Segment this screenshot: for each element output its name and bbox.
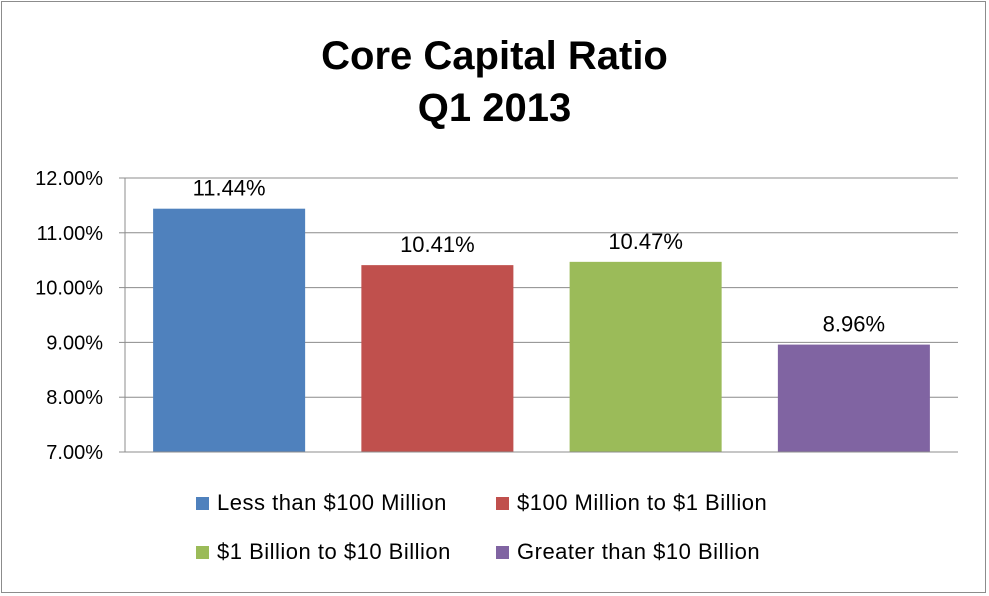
y-tick-label-2: 8.00% bbox=[46, 387, 103, 409]
legend-label-4: Greater than $10 Billion bbox=[517, 539, 761, 564]
legend-item-3: $1 Billion to $10 Billion bbox=[196, 539, 451, 565]
legend-swatch-4 bbox=[496, 545, 509, 559]
chart-title: Core Capital Ratio Q1 2013 bbox=[0, 30, 989, 134]
legend-item-4: Greater than $10 Billion bbox=[496, 539, 760, 565]
legend-swatch-2 bbox=[496, 496, 509, 510]
y-tick-label-1: 7.00% bbox=[46, 442, 103, 464]
legend-swatch-1 bbox=[196, 496, 209, 510]
chart-title-line-1: Core Capital Ratio bbox=[321, 34, 668, 78]
legend-label-1: Less than $100 Million bbox=[217, 490, 447, 515]
legend-label-3: $1 Billion to $10 Billion bbox=[217, 539, 451, 564]
data-label-4: 8.96% bbox=[823, 312, 885, 337]
bar-1 bbox=[153, 208, 306, 452]
data-label-1: 11.44% bbox=[193, 176, 266, 201]
bar-4 bbox=[777, 344, 930, 452]
legend-swatch-3 bbox=[196, 545, 209, 559]
chart-title-line-2: Q1 2013 bbox=[417, 86, 572, 130]
y-tick-label-5: 11.00% bbox=[37, 223, 104, 245]
legend-item-1: Less than $100 Million bbox=[196, 490, 447, 516]
y-tick-label-4: 10.00% bbox=[35, 278, 103, 300]
bar-2 bbox=[361, 265, 514, 452]
data-label-3: 10.47% bbox=[608, 229, 683, 254]
bar-3 bbox=[569, 261, 722, 452]
legend-item-2: $100 Million to $1 Billion bbox=[496, 490, 767, 516]
legend-label-2: $100 Million to $1 Billion bbox=[517, 490, 768, 515]
data-label-2: 10.41% bbox=[400, 232, 475, 257]
y-tick-label-3: 9.00% bbox=[46, 332, 103, 354]
y-tick-label-6: 12.00% bbox=[35, 168, 103, 190]
